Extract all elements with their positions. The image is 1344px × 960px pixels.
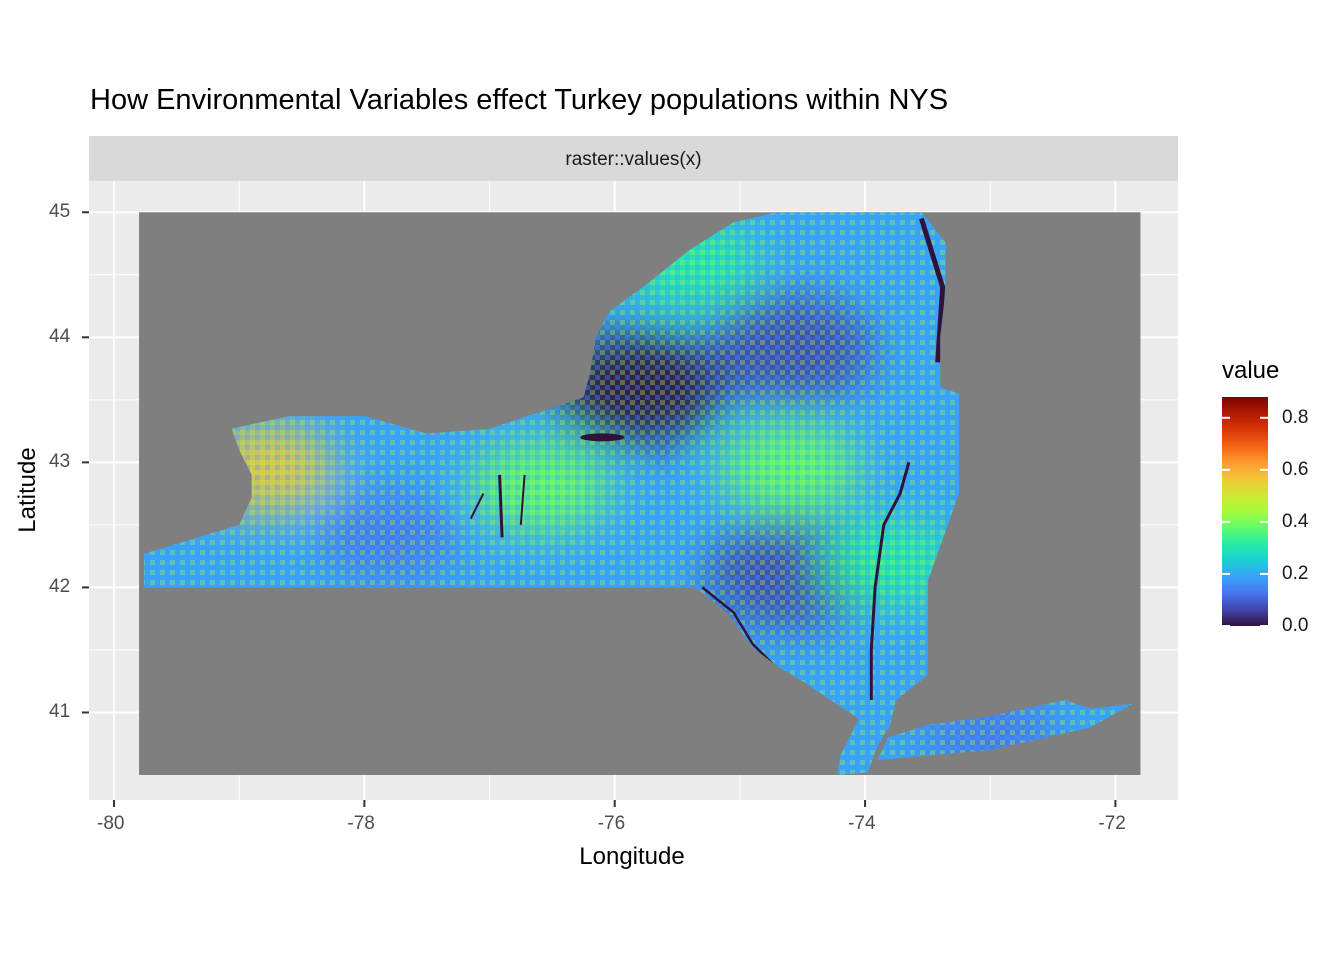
legend-title: value (1222, 357, 1280, 384)
y-tick-label: 42 (49, 576, 71, 598)
river (519, 474, 526, 525)
legend-label: 0.6 (1282, 458, 1309, 480)
y-tick-label: 44 (49, 326, 71, 348)
facet-label: raster::values(x) (565, 149, 702, 170)
y-tick-label: 41 (49, 701, 71, 723)
facet-strip: raster::values(x) (89, 136, 1178, 181)
river (869, 461, 911, 700)
x-axis-label: Longitude (579, 843, 685, 870)
chart-title: How Environmental Variables effect Turke… (90, 84, 949, 116)
axis-ticks (82, 211, 1117, 807)
x-tick-label: -74 (848, 813, 876, 834)
legend-label: 0.4 (1282, 510, 1309, 532)
river (469, 493, 485, 520)
x-tick-label: -72 (1098, 813, 1126, 834)
lake-oneida (580, 433, 625, 442)
y-tick-label: 43 (49, 451, 71, 473)
legend-colorbar (1222, 397, 1268, 626)
x-tick-label: -78 (347, 813, 375, 834)
legend-label: 0.8 (1282, 406, 1309, 428)
y-axis-label: Latitude (14, 447, 41, 533)
river (498, 474, 504, 538)
lake-champlain (919, 217, 946, 363)
legend-label: 0.0 (1282, 615, 1309, 636)
y-tick-label: 45 (49, 201, 71, 223)
legend-label: 0.2 (1282, 562, 1309, 584)
x-tick-label: -76 (597, 813, 626, 834)
x-tick-label: -80 (97, 813, 125, 834)
